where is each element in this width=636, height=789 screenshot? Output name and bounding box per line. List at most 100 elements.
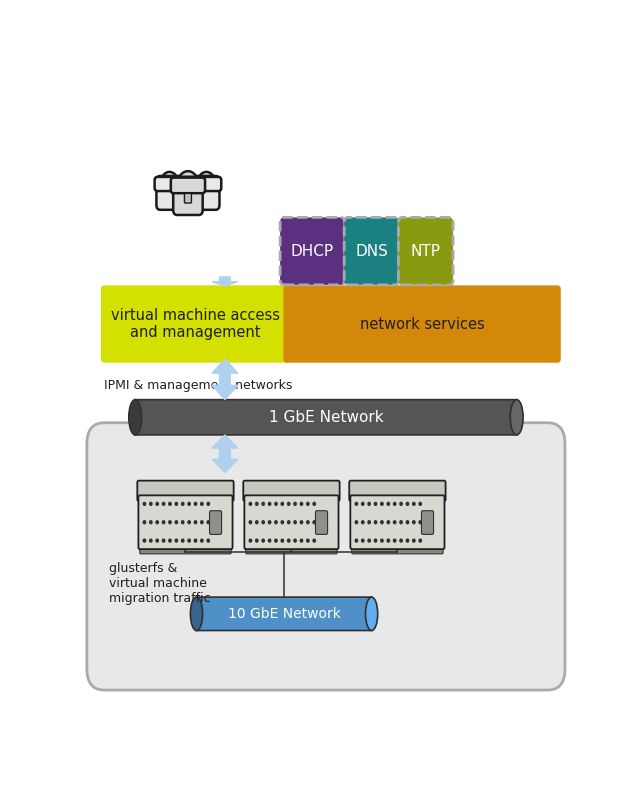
Circle shape — [387, 503, 389, 505]
FancyBboxPatch shape — [284, 286, 560, 362]
Circle shape — [419, 539, 422, 542]
Circle shape — [281, 539, 284, 542]
Circle shape — [188, 521, 190, 524]
Circle shape — [294, 539, 296, 542]
Text: NTP: NTP — [411, 244, 441, 259]
Circle shape — [281, 521, 284, 524]
Circle shape — [256, 521, 258, 524]
Circle shape — [201, 521, 203, 524]
Circle shape — [256, 539, 258, 542]
Circle shape — [262, 521, 265, 524]
FancyBboxPatch shape — [139, 495, 233, 549]
Circle shape — [375, 521, 377, 524]
Circle shape — [413, 521, 415, 524]
Circle shape — [156, 503, 158, 505]
Circle shape — [143, 521, 146, 524]
FancyBboxPatch shape — [344, 218, 399, 285]
Circle shape — [355, 521, 357, 524]
Circle shape — [275, 539, 277, 542]
Circle shape — [394, 521, 396, 524]
Ellipse shape — [510, 400, 523, 435]
Circle shape — [162, 539, 165, 542]
Circle shape — [406, 539, 409, 542]
Circle shape — [387, 539, 389, 542]
Circle shape — [381, 521, 383, 524]
Circle shape — [268, 503, 271, 505]
Circle shape — [161, 172, 178, 193]
Circle shape — [355, 503, 357, 505]
FancyBboxPatch shape — [349, 481, 446, 501]
Circle shape — [375, 539, 377, 542]
Circle shape — [268, 521, 271, 524]
Circle shape — [249, 503, 252, 505]
FancyBboxPatch shape — [193, 176, 219, 210]
Circle shape — [394, 539, 396, 542]
Circle shape — [169, 503, 171, 505]
Circle shape — [207, 503, 209, 505]
FancyBboxPatch shape — [171, 178, 205, 193]
FancyBboxPatch shape — [244, 495, 338, 549]
Text: IPMI & management networks: IPMI & management networks — [104, 380, 293, 392]
Circle shape — [249, 521, 252, 524]
FancyBboxPatch shape — [280, 218, 345, 285]
Ellipse shape — [190, 597, 203, 630]
FancyBboxPatch shape — [244, 481, 340, 501]
Circle shape — [400, 521, 402, 524]
Circle shape — [375, 503, 377, 505]
Circle shape — [201, 539, 203, 542]
Circle shape — [181, 539, 184, 542]
Polygon shape — [212, 277, 238, 286]
FancyBboxPatch shape — [173, 177, 203, 215]
FancyBboxPatch shape — [315, 510, 328, 534]
Circle shape — [175, 503, 177, 505]
Circle shape — [149, 503, 152, 505]
FancyBboxPatch shape — [352, 544, 443, 554]
Polygon shape — [212, 359, 238, 400]
FancyBboxPatch shape — [191, 177, 221, 191]
Circle shape — [368, 503, 370, 505]
Circle shape — [313, 539, 315, 542]
Circle shape — [188, 503, 190, 505]
Circle shape — [387, 521, 389, 524]
Circle shape — [362, 539, 364, 542]
FancyBboxPatch shape — [156, 176, 183, 210]
Polygon shape — [212, 435, 238, 473]
Circle shape — [249, 539, 252, 542]
Circle shape — [181, 503, 184, 505]
Circle shape — [394, 503, 396, 505]
Circle shape — [143, 539, 146, 542]
Circle shape — [287, 539, 290, 542]
Circle shape — [195, 521, 197, 524]
Circle shape — [419, 503, 422, 505]
Circle shape — [381, 503, 383, 505]
Text: virtual machine access
and management: virtual machine access and management — [111, 308, 280, 340]
FancyBboxPatch shape — [137, 481, 233, 501]
Text: network services: network services — [360, 316, 485, 331]
Circle shape — [281, 503, 284, 505]
Circle shape — [162, 521, 165, 524]
Circle shape — [406, 521, 409, 524]
Circle shape — [169, 539, 171, 542]
Circle shape — [419, 521, 422, 524]
Circle shape — [313, 503, 315, 505]
Circle shape — [287, 521, 290, 524]
Circle shape — [207, 539, 209, 542]
Circle shape — [313, 521, 315, 524]
Circle shape — [207, 521, 209, 524]
Circle shape — [294, 521, 296, 524]
Circle shape — [175, 521, 177, 524]
Circle shape — [256, 503, 258, 505]
Text: 1 GbE Network: 1 GbE Network — [268, 409, 384, 424]
Text: DHCP: DHCP — [291, 244, 334, 259]
FancyBboxPatch shape — [422, 510, 434, 534]
Circle shape — [156, 521, 158, 524]
Circle shape — [287, 503, 290, 505]
Circle shape — [307, 521, 309, 524]
Circle shape — [178, 171, 198, 196]
FancyBboxPatch shape — [140, 544, 231, 554]
Circle shape — [262, 503, 265, 505]
Circle shape — [201, 503, 203, 505]
Text: 10 GbE Network: 10 GbE Network — [228, 607, 340, 621]
Circle shape — [181, 521, 184, 524]
Circle shape — [300, 539, 303, 542]
